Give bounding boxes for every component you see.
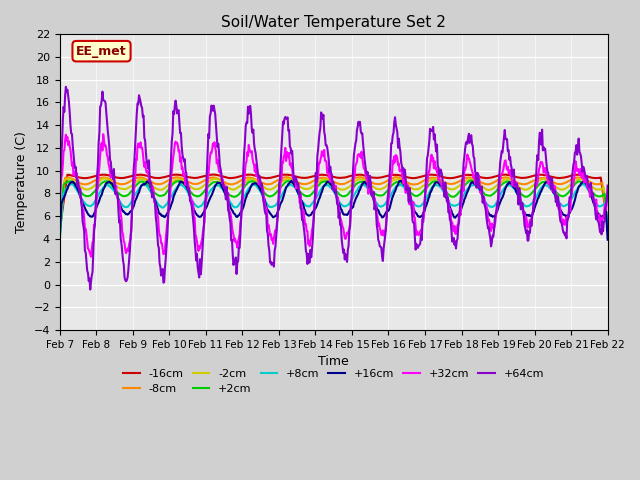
-8cm <box>66 175 74 180</box>
-16cm <box>207 172 214 178</box>
+32cm <box>99 132 107 137</box>
Line: -16cm: -16cm <box>60 175 607 229</box>
+32cm <box>209 147 216 153</box>
+16cm <box>604 237 611 242</box>
Line: -8cm: -8cm <box>60 177 607 229</box>
+32cm <box>402 190 410 196</box>
+64cm <box>402 177 410 183</box>
+2cm <box>178 179 186 185</box>
+16cm <box>207 194 214 200</box>
-8cm <box>604 227 611 232</box>
+8cm <box>401 186 409 192</box>
Line: +16cm: +16cm <box>60 181 607 240</box>
-8cm <box>417 180 425 185</box>
+2cm <box>122 193 130 199</box>
Line: +64cm: +64cm <box>60 87 607 289</box>
+64cm <box>418 237 426 243</box>
+64cm <box>124 275 131 280</box>
+2cm <box>604 226 611 232</box>
+8cm <box>207 186 215 192</box>
Line: -2cm: -2cm <box>60 179 607 233</box>
+32cm <box>124 246 131 252</box>
+8cm <box>66 182 74 188</box>
+8cm <box>604 229 611 235</box>
+16cm <box>401 183 409 189</box>
Line: +2cm: +2cm <box>60 180 607 236</box>
+64cm <box>604 183 611 189</box>
+32cm <box>66 144 74 149</box>
-16cm <box>66 172 74 178</box>
+32cm <box>87 254 95 260</box>
Text: EE_met: EE_met <box>76 45 127 58</box>
-2cm <box>207 177 215 183</box>
+64cm <box>179 156 187 161</box>
-8cm <box>122 180 130 186</box>
-2cm <box>66 176 74 181</box>
+8cm <box>56 239 63 244</box>
-8cm <box>56 225 63 231</box>
-16cm <box>401 174 409 180</box>
-16cm <box>56 227 63 232</box>
+8cm <box>123 204 131 210</box>
-16cm <box>178 172 186 178</box>
+2cm <box>401 182 408 188</box>
-2cm <box>179 178 186 183</box>
+32cm <box>604 194 611 200</box>
+64cm <box>67 122 74 128</box>
+8cm <box>68 181 76 187</box>
+16cm <box>56 235 63 240</box>
+8cm <box>417 203 425 209</box>
+16cm <box>66 180 74 186</box>
-16cm <box>417 174 425 180</box>
-16cm <box>122 175 130 180</box>
+64cm <box>209 105 216 110</box>
-16cm <box>209 172 217 178</box>
+64cm <box>86 287 94 292</box>
-2cm <box>56 230 63 236</box>
+16cm <box>287 178 295 184</box>
Legend: -16cm, -8cm, -2cm, +2cm, +8cm, +16cm, +32cm, +64cm: -16cm, -8cm, -2cm, +2cm, +8cm, +16cm, +3… <box>118 364 548 399</box>
-8cm <box>207 175 214 180</box>
Line: +8cm: +8cm <box>60 184 607 241</box>
+32cm <box>56 201 63 206</box>
-2cm <box>604 224 611 230</box>
+8cm <box>179 182 186 188</box>
+2cm <box>56 233 63 239</box>
+2cm <box>66 179 74 184</box>
+32cm <box>418 227 426 233</box>
Line: +32cm: +32cm <box>60 134 607 257</box>
-16cm <box>604 222 611 228</box>
+64cm <box>62 84 70 90</box>
+32cm <box>179 172 187 178</box>
Title: Soil/Water Temperature Set 2: Soil/Water Temperature Set 2 <box>221 15 446 30</box>
+16cm <box>178 180 186 185</box>
+2cm <box>417 192 424 197</box>
+64cm <box>56 187 63 192</box>
+2cm <box>467 178 475 183</box>
-2cm <box>123 186 131 192</box>
-2cm <box>101 176 109 181</box>
-8cm <box>178 176 186 181</box>
X-axis label: Time: Time <box>318 355 349 369</box>
+16cm <box>417 214 425 219</box>
+2cm <box>207 181 214 187</box>
-8cm <box>401 178 409 184</box>
-2cm <box>401 180 409 186</box>
Y-axis label: Temperature (C): Temperature (C) <box>15 131 28 233</box>
-2cm <box>417 185 425 191</box>
+16cm <box>122 211 130 217</box>
-8cm <box>392 174 399 180</box>
